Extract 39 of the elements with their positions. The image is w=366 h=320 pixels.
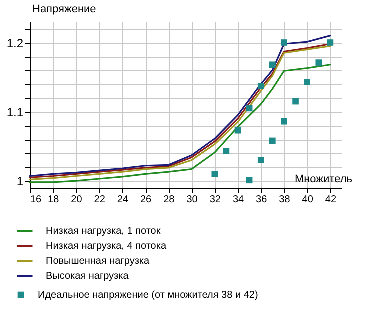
point [223, 148, 230, 155]
point [234, 127, 242, 134]
x-tick-label: 22 [94, 194, 106, 206]
x-tick-label: 24 [117, 194, 129, 206]
y-tick-label: 1.2 [6, 36, 24, 50]
point [327, 40, 334, 46]
point [270, 138, 276, 144]
legend-label: Высокая нагрузка [46, 271, 130, 282]
legend-label: Идеальное напряжение (от множителя 38 и 42) [38, 290, 258, 301]
x-tick-label: 42 [325, 194, 337, 206]
y-axis-title: Напряжение [32, 4, 96, 16]
x-tick-label: 40 [302, 194, 314, 206]
point [316, 60, 322, 66]
x-tick-label: 20 [71, 194, 83, 206]
point [270, 62, 276, 68]
y-tick-label: 1.1 [6, 105, 24, 120]
point [281, 40, 288, 46]
legend-label: Низкая нагрузка, 4 потока [46, 241, 167, 252]
point [281, 118, 288, 125]
legend-label: Низкая нагрузка, 1 поток [46, 226, 162, 237]
x-tick-label: 16 [30, 194, 42, 206]
point [246, 177, 253, 184]
point [258, 83, 264, 90]
point [258, 157, 264, 164]
x-axis-title: Множитель [294, 174, 353, 186]
point [292, 98, 299, 105]
legend-label: Повышенная нагрузка [46, 256, 150, 267]
x-tick-label: 34 [232, 194, 244, 206]
point [304, 79, 310, 86]
x-tick-label: 36 [256, 194, 268, 206]
x-tick-label: 18 [48, 194, 60, 206]
x-tick-label: 32 [210, 194, 222, 206]
x-tick-label: 28 [164, 194, 176, 206]
point [246, 105, 253, 112]
x-tick-label: 30 [186, 194, 198, 206]
x-tick-label: 26 [140, 194, 152, 206]
y-tick-label: 1 [16, 174, 24, 189]
x-tick-label: 38 [279, 194, 291, 206]
point [212, 171, 218, 178]
